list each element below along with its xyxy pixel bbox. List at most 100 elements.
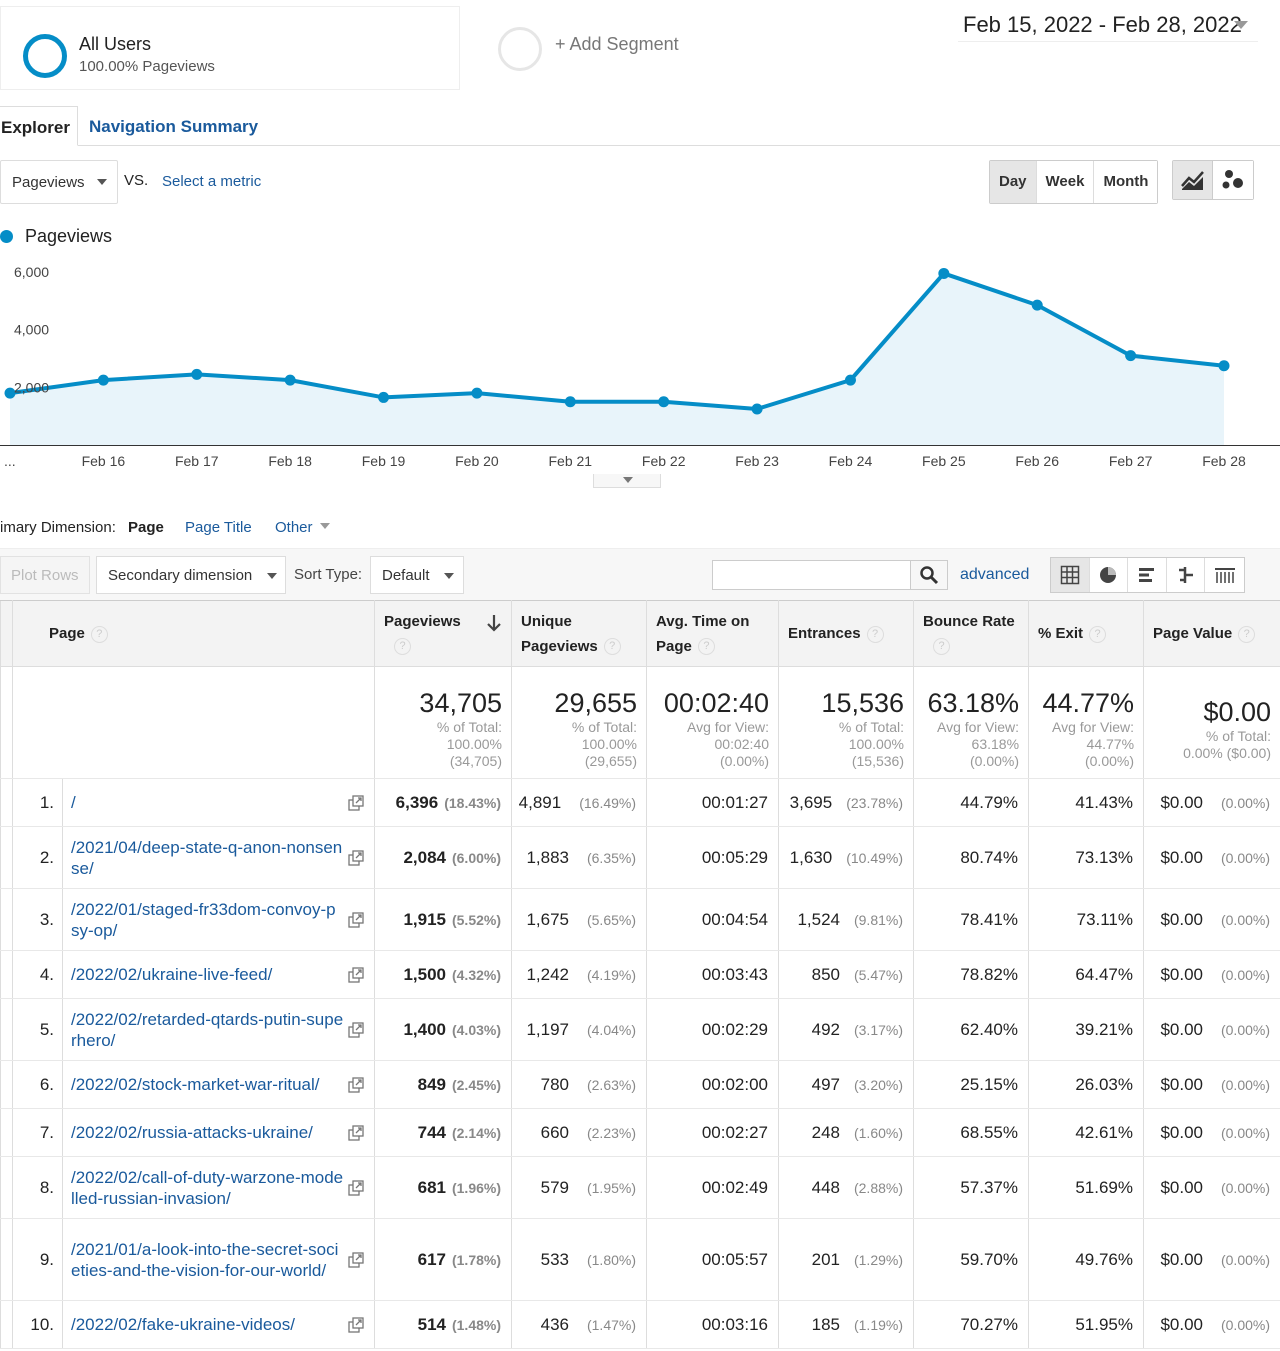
period-week-button[interactable]: Week	[1036, 161, 1095, 203]
page-value-value: $0.00	[1160, 1074, 1203, 1094]
page-link[interactable]: /	[71, 793, 76, 812]
help-icon[interactable]: ?	[394, 638, 412, 656]
motion-chart-button[interactable]	[1213, 161, 1253, 199]
view-data-table-button[interactable]	[1051, 558, 1090, 592]
cell-exit: 39.21%	[1028, 998, 1145, 1061]
table-search-input[interactable]	[712, 560, 912, 590]
help-icon[interactable]: ?	[933, 638, 951, 656]
cell-unique-pageviews: 436 (1.47%)	[511, 1300, 648, 1349]
total-exit: 44.77% Avg for View: 44.77% (0.00%)	[1028, 666, 1145, 779]
header-pageviews[interactable]: Pageviews ?	[374, 600, 513, 667]
header-bounce-rate[interactable]: Bounce Rate?	[913, 600, 1030, 667]
tab-navigation-summary[interactable]: Navigation Summary	[89, 117, 259, 136]
entrances-percent: (5.47%)	[853, 966, 904, 983]
y-tick-label: 4,000	[14, 322, 49, 338]
pageviews-value: 744	[417, 1122, 446, 1142]
page-link[interactable]: /2022/02/ukraine-live-feed/	[71, 965, 273, 984]
help-icon[interactable]: ?	[1089, 625, 1107, 643]
pageviews-percent: (2.45%)	[451, 1076, 502, 1093]
pageviews-value: 1,915	[403, 909, 446, 929]
help-icon[interactable]: ?	[1238, 625, 1256, 643]
page-link[interactable]: /2022/02/call-of-duty-warzone-modelled-r…	[71, 1167, 344, 1208]
external-link-icon[interactable]	[348, 849, 364, 871]
external-link-icon[interactable]	[348, 1179, 364, 1201]
help-icon[interactable]: ?	[697, 638, 715, 656]
cell-avg-time: 00:02:27	[646, 1108, 780, 1157]
external-link-icon[interactable]	[348, 911, 364, 933]
cell-entrances: 201 (1.29%)	[778, 1218, 915, 1301]
cell-pageviews: 1,400 (4.03%)	[374, 998, 513, 1061]
page-link[interactable]: /2022/02/stock-market-war-ritual/	[71, 1075, 320, 1094]
page-link[interactable]: /2021/04/deep-state-q-anon-nonsense/	[71, 837, 343, 878]
legend-dot	[0, 230, 13, 243]
period-day-button[interactable]: Day	[990, 161, 1037, 203]
cell-exit: 51.69%	[1028, 1156, 1145, 1219]
external-link-icon[interactable]	[348, 794, 364, 816]
cell-exit: 49.76%	[1028, 1218, 1145, 1301]
row-rank: 7.	[12, 1108, 63, 1157]
pageviews-value: 1,400	[403, 1019, 446, 1039]
line-chart-button[interactable]	[1173, 161, 1213, 199]
header-entrances[interactable]: Entrances?	[778, 600, 915, 667]
report-tabs: Explorer Navigation Summary	[0, 106, 1280, 146]
external-link-icon[interactable]	[348, 1021, 364, 1043]
data-point	[284, 374, 296, 386]
series-line-pageviews	[9, 271, 1225, 411]
header-page[interactable]: Page?	[11, 600, 376, 667]
dimension-other[interactable]: Other	[275, 519, 330, 536]
header-exit[interactable]: % Exit?	[1028, 600, 1145, 667]
period-toggle: Day Week Month	[989, 160, 1159, 204]
view-comparison-button[interactable]	[1167, 558, 1206, 592]
total-caption: (34,705)	[449, 753, 503, 769]
help-icon[interactable]: ?	[866, 625, 884, 643]
metric-select[interactable]: Pageviews	[0, 160, 118, 204]
cell-avg-time: 00:03:16	[646, 1300, 780, 1349]
add-segment-circle-icon[interactable]	[498, 27, 542, 71]
page-link[interactable]: /2022/02/russia-attacks-ukraine/	[71, 1123, 313, 1142]
cell-unique-pageviews: 533 (1.80%)	[511, 1218, 648, 1301]
plot-rows-button[interactable]: Plot Rows	[0, 556, 90, 594]
page-link[interactable]: /2021/01/a-look-into-the-secret-societie…	[71, 1239, 339, 1280]
entrances-value: 448	[811, 1177, 840, 1197]
header-avg-time[interactable]: Avg. Time on Page?	[646, 600, 780, 667]
cell-page-value: $0.00 (0.00%)	[1143, 888, 1280, 951]
dimension-page-title[interactable]: Page Title	[185, 519, 252, 536]
page-link[interactable]: /2022/02/fake-ukraine-videos/	[71, 1315, 295, 1334]
segment-card[interactable]: All Users 100.00% Pageviews	[0, 6, 460, 90]
date-range-picker[interactable]: Feb 15, 2022 - Feb 28, 2022	[958, 6, 1258, 42]
page-link[interactable]: /2022/01/staged-fr33dom-convoy-psy-op/	[71, 899, 336, 940]
help-icon[interactable]: ?	[603, 638, 621, 656]
data-table: Page? Pageviews ? Unique Pageviews? Avg.…	[0, 600, 1280, 1349]
row-spacer	[0, 1060, 13, 1109]
external-link-icon[interactable]	[348, 966, 364, 988]
view-term-cloud-button[interactable]	[1205, 558, 1244, 592]
row-spacer	[0, 1108, 13, 1157]
advanced-filter-link[interactable]: advanced	[960, 566, 1030, 583]
pageviews-percent: (1.78%)	[451, 1251, 502, 1268]
total-caption: 00:02:40	[714, 736, 770, 752]
view-performance-button[interactable]	[1128, 558, 1167, 592]
cell-unique-pageviews: 780 (2.63%)	[511, 1060, 648, 1109]
sort-descending-icon[interactable]	[486, 614, 502, 632]
external-link-icon[interactable]	[348, 1076, 364, 1098]
secondary-dimension-select[interactable]: Secondary dimension	[96, 556, 286, 594]
external-link-icon[interactable]	[348, 1124, 364, 1146]
external-link-icon[interactable]	[348, 1316, 364, 1338]
view-percentage-button[interactable]	[1090, 558, 1129, 592]
entrances-value: 185	[811, 1314, 840, 1334]
add-segment-button[interactable]: + Add Segment	[555, 34, 679, 54]
external-link-icon[interactable]	[348, 1251, 364, 1273]
total-caption: 100.00%	[581, 736, 638, 752]
page-link[interactable]: /2022/02/retarded-qtards-putin-superhero…	[71, 1009, 344, 1050]
period-month-button[interactable]: Month	[1094, 161, 1158, 203]
search-button[interactable]	[910, 560, 948, 590]
help-icon[interactable]: ?	[90, 625, 108, 643]
dimension-page[interactable]: Page	[128, 519, 164, 536]
tab-explorer[interactable]: Explorer	[0, 106, 78, 146]
header-unique-pageviews[interactable]: Unique Pageviews?	[511, 600, 648, 667]
header-page-value[interactable]: Page Value?	[1143, 600, 1280, 667]
sort-type-select[interactable]: Default	[370, 556, 464, 594]
select-metric-link[interactable]: Select a metric	[162, 173, 262, 190]
page-cell: /2021/04/deep-state-q-anon-nonsense/	[61, 826, 376, 889]
chart-collapse-handle[interactable]	[593, 474, 661, 488]
